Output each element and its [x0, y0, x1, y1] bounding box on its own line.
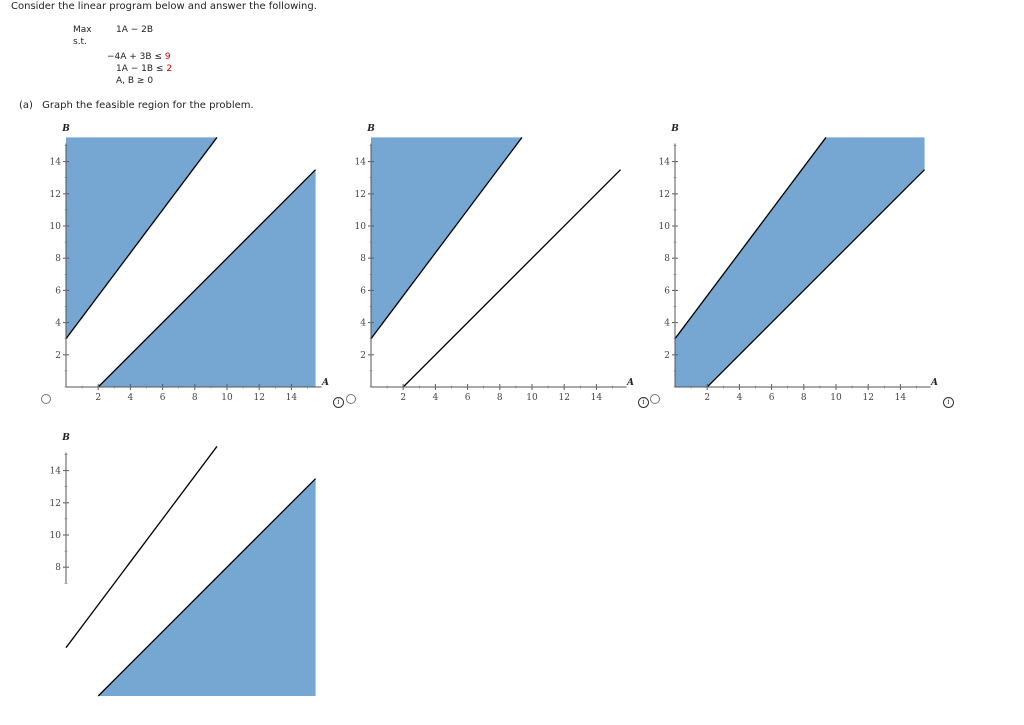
feasible-region	[675, 137, 925, 387]
option-1-graph: B 2 4 6 8 10 12 14 A 2 4 6 8 10 12 14	[40, 116, 330, 416]
y-tick-label: 10	[355, 222, 367, 232]
x-tick-label: 6	[769, 393, 775, 403]
x-tick-label: 4	[737, 393, 743, 403]
constraint-2-line	[402, 169, 622, 388]
y-tick-label: 14	[50, 467, 62, 477]
constraint-2: 1A − 1B ≤ 2	[116, 64, 173, 74]
x-axis-name: A	[930, 378, 938, 388]
constraint-1: −4A + 3B ≤ 9	[107, 52, 171, 62]
x-tick-label: 4	[433, 393, 439, 403]
y-tick-label: 10	[659, 222, 671, 232]
option-4-graph: B 8 10 12 14	[40, 425, 330, 725]
y-tick-label: 14	[659, 158, 671, 168]
x-tick-label: 14	[591, 393, 603, 403]
x-tick-label: 8	[497, 393, 503, 403]
y-tick-label: 2	[664, 351, 670, 361]
x-tick-label: 2	[95, 393, 101, 403]
objective-function: 1A − 2B	[116, 25, 154, 35]
option-1-radio[interactable]	[41, 394, 51, 404]
x-tick-label: 4	[128, 393, 134, 403]
option-3-info-icon[interactable]: i	[943, 397, 954, 408]
x-tick-label: 2	[400, 393, 406, 403]
st-label: s.t.	[73, 37, 87, 47]
y-tick-label: 12	[659, 190, 670, 200]
question-a-text: Graph the feasible region for the proble…	[42, 100, 254, 111]
question-a: (a) Graph the feasible region for the pr…	[19, 100, 254, 111]
y-axis-name: B	[61, 124, 70, 134]
option-3-radio[interactable]	[650, 394, 660, 404]
y-tick-label: 8	[55, 563, 61, 573]
question-a-label: (a)	[19, 100, 33, 111]
option-3-graph: B 2 4 6 8 10 12 14 A 2 4 6 8 10 12 14	[649, 116, 939, 416]
constraint-1-line	[674, 137, 827, 340]
y-tick-label: 12	[50, 499, 61, 509]
x-tick-label: 10	[830, 393, 842, 403]
max-label: Max	[73, 25, 92, 35]
y-tick-label: 12	[355, 190, 366, 200]
x-tick-label: 14	[286, 393, 298, 403]
y-axis-name: B	[670, 124, 679, 134]
prompt-text: Consider the linear program below and an…	[11, 1, 317, 12]
y-tick-label: 6	[55, 286, 61, 296]
y-tick-label: 2	[55, 351, 61, 361]
y-tick-label: 4	[360, 319, 366, 329]
y-axis-name: B	[61, 433, 70, 443]
x-tick-label: 10	[526, 393, 538, 403]
x-tick-label: 6	[465, 393, 471, 403]
constraint-2-line	[706, 169, 926, 388]
x-tick-label: 8	[801, 393, 807, 403]
y-tick-label: 14	[355, 158, 367, 168]
y-tick-label: 6	[664, 286, 670, 296]
y-tick-label: 10	[50, 531, 62, 541]
x-tick-label: 6	[160, 393, 166, 403]
constraint-2-line	[97, 169, 317, 388]
constraint-1-line	[65, 137, 218, 340]
y-tick-label: 12	[50, 190, 61, 200]
option-2-radio[interactable]	[346, 394, 356, 404]
x-axis-name: A	[321, 378, 329, 388]
option-2-info-icon[interactable]: i	[638, 397, 649, 408]
y-tick-label: 4	[55, 319, 61, 329]
x-tick-label: 8	[192, 393, 198, 403]
option-2-graph: B 2 4 6 8 10 12 14 A 2 4 6 8 10 12 14	[345, 116, 635, 416]
x-tick-label: 14	[895, 393, 907, 403]
y-axis-name: B	[366, 124, 375, 134]
feasible-region	[371, 137, 522, 339]
y-tick-label: 14	[50, 158, 62, 168]
y-tick-label: 4	[664, 319, 670, 329]
y-tick-label: 8	[360, 254, 366, 264]
x-tick-label: 10	[221, 393, 233, 403]
y-tick-label: 10	[50, 222, 62, 232]
option-1-info-icon[interactable]: i	[333, 397, 344, 408]
y-tick-label: 6	[360, 286, 366, 296]
x-tick-label: 12	[862, 393, 873, 403]
x-tick-label: 12	[558, 393, 569, 403]
x-tick-label: 12	[253, 393, 264, 403]
constraint-1-line	[370, 137, 523, 340]
x-axis-name: A	[626, 378, 634, 388]
y-tick-label: 2	[360, 351, 366, 361]
x-tick-label: 2	[704, 393, 710, 403]
y-tick-label: 8	[55, 254, 61, 264]
nonnegativity-constraint: A, B ≥ 0	[116, 76, 154, 86]
y-tick-label: 8	[664, 254, 670, 264]
